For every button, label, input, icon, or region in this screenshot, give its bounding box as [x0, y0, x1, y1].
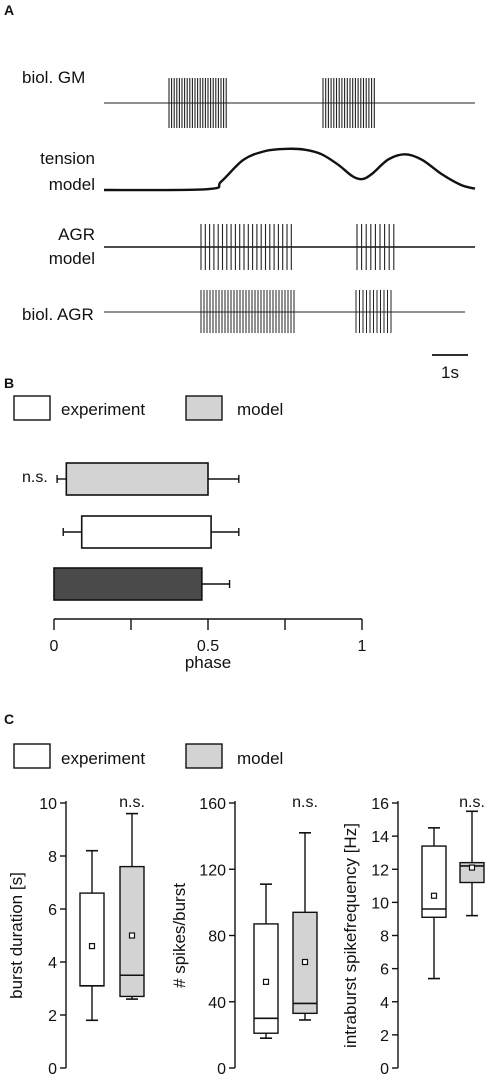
boxplot-intraburst-frequency: 0 2 4 6 8 10 12 14 16 intraburst spikefrequency [… [341, 794, 485, 1078]
agr-biol-spike-train [200, 290, 392, 333]
agr-model-spike-train [200, 224, 395, 270]
phase-bar-1 [80, 515, 212, 549]
tension-trace-label-line2: model [49, 175, 95, 194]
spikes-y-axis-label: # spikes/burst [170, 883, 189, 988]
boxplot-burst-duration: 0 2 4 6 8 10 burst duration [s] n.s. [7, 794, 145, 1078]
legend-label-model-c: model [237, 749, 283, 768]
spikes-y-tick-label-3: 120 [199, 862, 226, 879]
legend-swatch-experiment-c [13, 743, 51, 769]
agr-model-trace-label-line1: AGR [58, 225, 95, 244]
boxplot-spikes-per-burst: 0 40 80 120 160 # spikes/burst n.s. [170, 794, 318, 1078]
spikes-y-tick-label-4: 160 [199, 796, 226, 813]
freq-y-tick-label-1: 2 [380, 1028, 389, 1045]
burst-ns-annotation: n.s. [119, 794, 145, 811]
freq-y-tick-label-8: 16 [371, 796, 389, 813]
freq-y-tick-label-7: 14 [371, 829, 389, 846]
panel-a-letter: A [4, 2, 14, 18]
burst-y-tick-label-0: 0 [48, 1061, 57, 1078]
panel-b-letter: B [4, 375, 14, 391]
burst-mean-marker-0 [88, 942, 96, 950]
phase-tick-label-0: 0 [50, 638, 59, 655]
spikes-y-tick-label-0: 0 [217, 1061, 226, 1078]
burst-y-tick-label-2: 4 [48, 955, 57, 972]
panel-c: C experiment model 0 2 4 6 8 10 burst duration… [4, 711, 485, 1078]
burst-y-tick-label-4: 8 [48, 849, 57, 866]
legend-swatch-model [185, 395, 223, 421]
tension-curve [103, 147, 476, 192]
gm-spike-train [168, 78, 375, 128]
spikes-y-tick-label-2: 80 [208, 929, 226, 946]
freq-mean-marker-0 [430, 892, 438, 899]
phase-x-ticks: 0 0.5 1 [50, 619, 367, 655]
freq-mean-marker-1 [468, 864, 476, 871]
burst-y-axis-label: burst duration [s] [7, 872, 26, 999]
legend-swatch-model-c [185, 743, 223, 769]
burst-box-0 [79, 892, 105, 987]
panel-b: B experiment model n.s. 0 0.5 1 phase [4, 375, 367, 672]
freq-box-1 [459, 861, 485, 884]
panel-a: A biol. GM tension model AGR model biol.… [4, 2, 476, 382]
freq-y-tick-label-2: 4 [380, 995, 389, 1012]
freq-y-tick-label-3: 6 [380, 962, 389, 979]
legend-label-model: model [237, 400, 283, 419]
freq-y-axis-label: intraburst spikefrequency [Hz] [341, 823, 360, 1048]
phase-tick-label-1: 0.5 [197, 638, 219, 655]
phase-bar-0 [65, 462, 209, 496]
spikes-mean-marker-0 [262, 978, 270, 985]
freq-y-tick-label-5: 10 [371, 895, 389, 912]
panel-c-letter: C [4, 711, 14, 727]
spikes-box-0 [253, 923, 279, 1034]
burst-mean-marker-1 [128, 932, 136, 939]
agr-model-trace-label-line2: model [49, 249, 95, 268]
freq-ns-annotation: n.s. [459, 794, 485, 811]
agr-biol-trace-label: biol. AGR [22, 305, 94, 324]
gm-trace-label: biol. GM [22, 68, 85, 87]
spikes-ns-annotation: n.s. [292, 794, 318, 811]
freq-box-0 [421, 845, 447, 918]
time-scale-bar-label: 1s [441, 363, 459, 382]
phase-bar-2 [53, 567, 203, 601]
phase-tick-label-2: 1 [358, 638, 367, 655]
spikes-y-tick-label-1: 40 [208, 995, 226, 1012]
tension-trace-label-line1: tension [40, 149, 95, 168]
freq-y-tick-label-0: 0 [380, 1061, 389, 1078]
spikes-mean-marker-1 [301, 958, 309, 966]
burst-y-tick-label-5: 10 [39, 796, 57, 813]
phase-bars [53, 462, 240, 601]
phase-x-axis-label: phase [185, 653, 231, 672]
burst-box-1 [119, 865, 145, 998]
legend-label-experiment-c: experiment [61, 749, 145, 768]
legend-label-experiment: experiment [61, 400, 145, 419]
legend-swatch-experiment [13, 395, 51, 421]
freq-y-tick-label-6: 12 [371, 862, 389, 879]
burst-y-tick-label-3: 6 [48, 902, 57, 919]
freq-y-tick-label-4: 8 [380, 929, 389, 946]
burst-y-tick-label-1: 2 [48, 1008, 57, 1025]
phase-ns-annotation: n.s. [22, 469, 48, 486]
